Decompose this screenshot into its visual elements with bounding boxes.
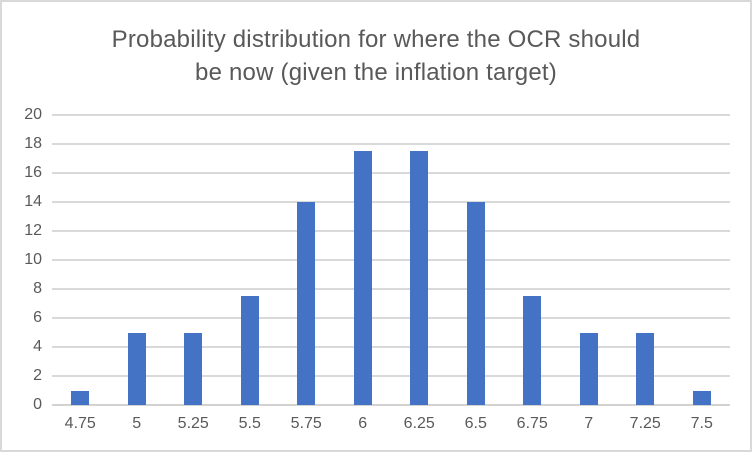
y-axis-tick-label: 6 [33, 309, 42, 326]
bar [410, 151, 429, 405]
bar [466, 202, 485, 405]
x-axis-line [52, 404, 730, 406]
y-gridline [52, 317, 730, 319]
y-axis-tick-label: 8 [33, 280, 42, 297]
y-gridline [52, 114, 730, 116]
x-axis-tick-label: 5.75 [290, 415, 322, 432]
x-axis-tick-label: 6.75 [516, 415, 548, 432]
bar [636, 332, 655, 405]
bar [692, 390, 711, 405]
x-axis-tick-label: 5 [132, 415, 142, 432]
bar [71, 390, 90, 405]
y-gridline [52, 143, 730, 145]
x-axis-tick-label: 4.75 [64, 415, 96, 432]
y-gridline [52, 230, 730, 232]
bar [523, 296, 542, 405]
bar [353, 151, 372, 405]
y-axis-tick-label: 16 [24, 164, 42, 181]
x-axis-tick-label: 5.5 [238, 415, 261, 432]
x-axis-tick-label: 7.5 [690, 415, 713, 432]
y-gridline [52, 259, 730, 261]
chart-title-line-2: be now (given the inflation target) [195, 59, 557, 86]
x-axis-tick-label: 5.25 [177, 415, 209, 432]
y-axis-tick-label: 10 [24, 251, 42, 268]
x-axis-tick-label: 7 [584, 415, 594, 432]
y-axis-tick-label: 12 [24, 222, 42, 239]
x-axis-tick-label: 6.25 [403, 415, 435, 432]
y-gridline [52, 172, 730, 174]
x-axis-tick-label: 7.25 [629, 415, 661, 432]
x-axis-tick-label: 6.5 [464, 415, 487, 432]
y-axis-tick-label: 4 [33, 338, 42, 355]
bar [184, 332, 203, 405]
x-axis-tick-label: 6 [358, 415, 368, 432]
y-gridline [52, 346, 730, 348]
bar [240, 296, 259, 405]
y-axis-tick-label: 0 [33, 396, 42, 413]
chart-title-line-1: Probability distribution for where the O… [111, 26, 641, 53]
bar [127, 332, 146, 405]
bar [297, 202, 316, 405]
y-gridline [52, 375, 730, 377]
y-axis-tick-label: 2 [33, 367, 42, 384]
chart-title: Probability distribution for where the O… [2, 23, 750, 89]
y-axis-tick-label: 14 [24, 193, 42, 210]
y-axis-tick-label: 20 [24, 106, 42, 123]
bar [579, 332, 598, 405]
y-gridline [52, 288, 730, 290]
y-axis-tick-label: 18 [24, 135, 42, 152]
y-gridline [52, 201, 730, 203]
